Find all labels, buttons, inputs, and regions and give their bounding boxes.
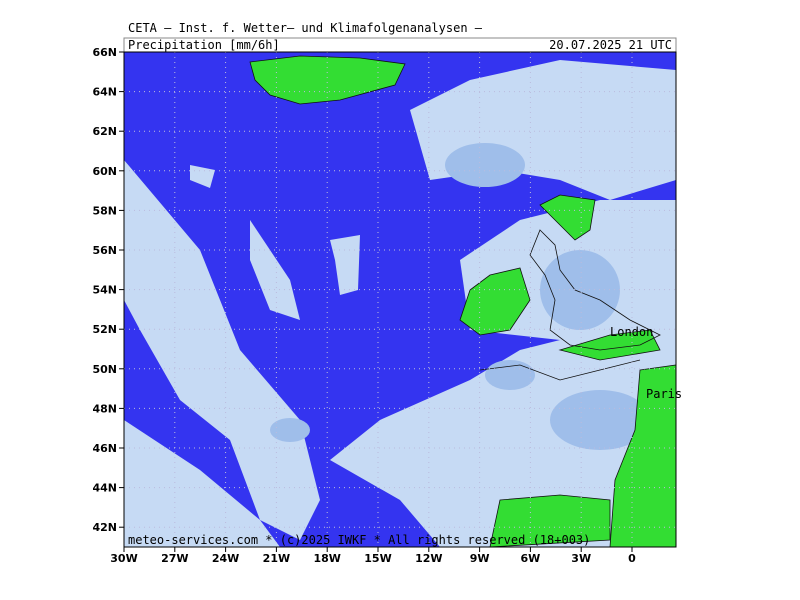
land-green xyxy=(249,55,677,548)
lon-label: 0 xyxy=(628,552,636,565)
lat-label: 56N xyxy=(92,244,117,257)
lon-label: 27W xyxy=(161,552,188,565)
lat-label: 62N xyxy=(92,125,117,138)
field-name: Precipitation [mm/6h] xyxy=(128,38,280,52)
coastlines xyxy=(479,229,661,381)
lon-label: 15W xyxy=(364,552,391,565)
lon-label: 30W xyxy=(110,552,137,565)
lon-label: 24W xyxy=(212,552,239,565)
lat-label: 54N xyxy=(92,284,117,297)
axes: 66N 64N 62N 60N 58N 56N 54N 52N 50N 48N 46N 44N 42N 3… xyxy=(92,46,636,565)
place-label: Paris xyxy=(646,387,682,401)
lon-label: 3W xyxy=(571,552,591,565)
lat-label: 64N xyxy=(92,86,117,99)
lon-label: 9W xyxy=(470,552,490,565)
lat-label: 66N xyxy=(92,46,117,59)
place-label: London xyxy=(610,325,653,339)
map-frame xyxy=(123,51,677,548)
map: London Paris meteo-services.com * (c)202… xyxy=(123,51,682,548)
lat-label: 52N xyxy=(92,323,117,336)
lon-label: 6W xyxy=(521,552,541,565)
lat-label: 60N xyxy=(92,165,117,178)
footer-credit: meteo-services.com * (c)2025 IWKF * All … xyxy=(128,533,590,547)
lon-label: 18W xyxy=(313,552,340,565)
lat-label: 58N xyxy=(92,204,117,217)
lat-label: 46N xyxy=(92,442,117,455)
header-line: CETA — Inst. f. Wetter— und Klimafolgena… xyxy=(128,21,483,35)
graticule xyxy=(123,51,676,547)
lat-label: 48N xyxy=(92,402,117,415)
lat-label: 44N xyxy=(92,482,117,495)
valid-time: 20.07.2025 21 UTC xyxy=(549,38,672,52)
lon-label: 21W xyxy=(263,552,290,565)
lat-label: 42N xyxy=(92,521,117,534)
lon-label: 12W xyxy=(415,552,442,565)
lat-label: 50N xyxy=(92,363,117,376)
